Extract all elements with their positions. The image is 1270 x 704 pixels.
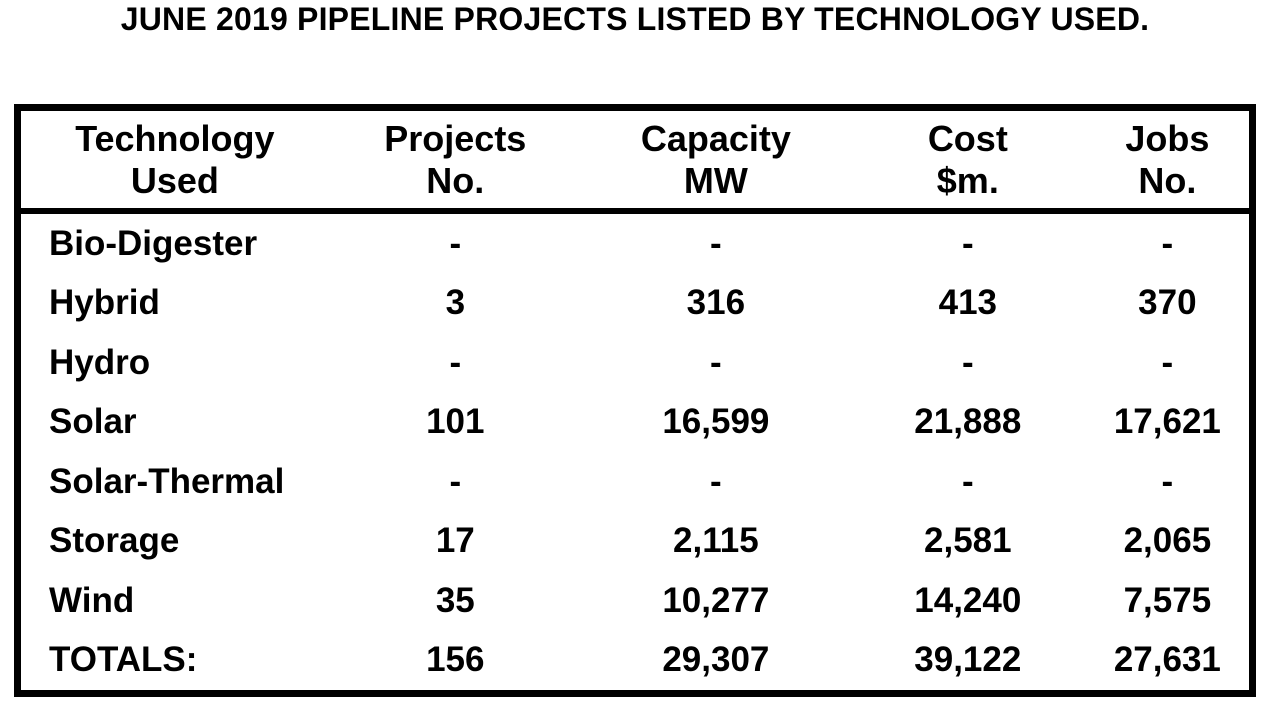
cell-capacity: - [710,461,722,501]
column-header-line1: Projects [384,118,527,160]
table-row-bio-digester: Bio-Digester - - - - [18,211,1253,274]
cell-technology: Solar-Thermal [49,461,285,501]
cell-capacity: 10,277 [662,580,770,620]
cell-cost: - [961,223,974,263]
cell-jobs: - [1161,342,1174,382]
cell-technology: TOTALS: [49,640,198,680]
cell-projects: - [449,342,462,382]
table-row-wind: Wind 35 10,277 14,240 7,575 [18,571,1253,630]
table-row-solar-thermal: Solar-Thermal - - - - [18,452,1253,511]
column-header-projects-no: Projects No. [328,107,582,214]
cell-jobs: 27,631 [1113,640,1221,680]
cell-technology: Wind [49,580,135,620]
column-header-capacity-mw: Capacity MW [581,107,850,214]
column-header-line1: Capacity [640,118,791,160]
column-header-line2: Used [130,159,219,201]
cell-capacity: 316 [686,283,746,323]
cell-projects: 156 [426,640,485,680]
table-header: Technology Used Projects No. Capacity MW… [17,107,1253,214]
column-header-line1: Cost [927,118,1008,160]
table-row-storage: Storage 17 2,115 2,581 2,065 [18,511,1253,570]
cell-projects: - [449,223,462,263]
column-header-line1: Technology [75,118,275,160]
table-row-hydro: Hydro - - - - [18,333,1253,392]
column-header-line2: MW [683,159,748,201]
cell-projects: 35 [435,580,475,620]
cell-cost: 2,581 [924,521,1012,561]
pipeline-projects-table: Technology Used Projects No. Capacity MW… [14,104,1256,697]
table-row-solar: Solar 101 16,599 21,888 17,621 [18,392,1253,451]
cell-projects: 17 [435,521,475,561]
cell-jobs: 2,065 [1123,521,1212,561]
column-header-jobs-no: Jobs No. [1085,107,1253,214]
cell-capacity: 16,599 [662,402,770,442]
cell-technology: Storage [49,521,180,561]
cell-projects: 3 [445,283,466,323]
cell-jobs: 370 [1138,283,1197,323]
column-header-cost-m: Cost $m. [849,107,1086,214]
cell-capacity: - [710,342,722,382]
cell-cost: 14,240 [914,580,1022,620]
cell-jobs: - [1161,461,1174,501]
cell-jobs: 7,575 [1123,580,1212,620]
table-body: Bio-Digester - - - - Hybrid 3 316 413 37… [18,211,1253,694]
cell-cost: 39,122 [914,640,1022,680]
column-header-technology-used: Technology Used [17,107,329,214]
cell-projects: 101 [426,402,485,442]
column-header-line1: Jobs [1125,118,1210,160]
table-row-hybrid: Hybrid 3 316 413 370 [18,274,1253,333]
cell-cost: 413 [938,283,998,323]
cell-technology: Hydro [49,342,151,382]
cell-cost: 21,888 [914,402,1022,442]
cell-jobs: 17,621 [1113,402,1221,442]
cell-technology: Hybrid [49,283,160,323]
table-row-totals: TOTALS: 156 29,307 39,122 27,631 [18,630,1253,693]
column-header-line2: No. [1138,159,1197,201]
table-header-row: Technology Used Projects No. Capacity MW… [17,107,1253,214]
cell-cost: - [961,461,974,501]
cell-jobs: - [1161,223,1174,263]
cell-cost: - [961,342,974,382]
cell-technology: Solar [49,402,137,442]
cell-projects: - [449,461,462,501]
cell-technology: Bio-Digester [49,223,258,263]
page-title: JUNE 2019 PIPELINE PROJECTS LISTED BY TE… [120,1,1150,37]
column-header-line2: $m. [936,159,999,201]
cell-capacity: - [710,223,722,263]
cell-capacity: 2,115 [673,521,759,561]
column-header-line2: No. [426,159,485,201]
cell-capacity: 29,307 [662,640,770,680]
